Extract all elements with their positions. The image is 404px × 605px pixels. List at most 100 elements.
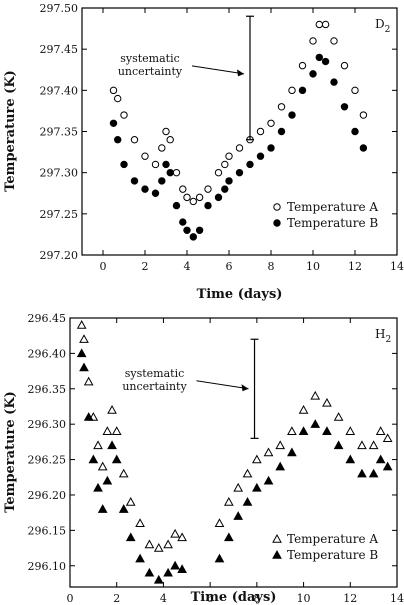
data-point — [93, 482, 103, 492]
legend-label: Temperature A — [287, 200, 378, 214]
data-point — [183, 226, 191, 235]
legend-marker — [272, 533, 282, 543]
x-tick-label: 6 — [207, 592, 214, 605]
data-point — [130, 177, 139, 185]
y-axis-label: Temperature (K) — [3, 70, 18, 192]
y-tick-label: 296.30 — [28, 418, 67, 431]
data-point — [315, 20, 323, 29]
data-point — [351, 127, 359, 136]
data-point — [163, 567, 173, 577]
data-point — [321, 57, 330, 66]
data-point — [118, 504, 129, 513]
data-point — [242, 468, 253, 478]
data-point — [288, 86, 296, 95]
data-point — [298, 61, 307, 70]
x-tick-label: 10 — [306, 260, 320, 273]
data-point — [340, 61, 349, 70]
data-point — [242, 497, 253, 506]
data-point — [357, 440, 367, 450]
data-point — [233, 511, 244, 520]
data-point — [256, 152, 265, 160]
data-point — [267, 144, 275, 152]
data-point — [225, 177, 233, 185]
y-tick-label: 297.50 — [40, 2, 79, 15]
legend-marker — [273, 219, 281, 227]
data-point — [111, 426, 122, 435]
data-point — [163, 539, 173, 549]
annotation-text: uncertainty — [118, 65, 183, 78]
data-point — [204, 201, 212, 210]
data-point — [107, 440, 117, 450]
data-point — [330, 37, 338, 45]
data-point — [214, 518, 225, 527]
data-point — [298, 86, 307, 95]
annotation-arrow — [196, 380, 249, 390]
x-tick-label: 4 — [184, 260, 191, 273]
data-point — [246, 160, 254, 169]
x-tick-label: 2 — [142, 260, 149, 273]
data-point — [97, 461, 108, 471]
data-point — [235, 144, 244, 152]
x-tick-label: 2 — [113, 592, 120, 605]
x-tick-label: 14 — [390, 592, 404, 605]
data-point — [252, 454, 262, 464]
data-point — [252, 482, 262, 492]
data-point — [162, 160, 170, 169]
data-point — [158, 144, 166, 152]
y-tick-label: 296.25 — [28, 454, 67, 467]
data-point — [158, 177, 166, 185]
data-point — [267, 119, 275, 127]
x-tick-label: 12 — [343, 592, 357, 605]
data-point — [135, 518, 145, 527]
data-point — [189, 233, 198, 241]
data-point — [79, 362, 89, 372]
data-point — [125, 532, 136, 542]
data-point — [214, 553, 225, 563]
data-point — [83, 412, 94, 421]
data-point — [114, 94, 122, 103]
data-point — [221, 185, 229, 193]
y-tick-label: 297.25 — [40, 208, 79, 221]
data-point — [288, 111, 296, 119]
annotation-arrowhead — [241, 384, 249, 392]
data-point — [153, 543, 164, 552]
data-point — [298, 426, 309, 435]
data-point — [195, 226, 204, 235]
panel-label-subscript: 2 — [385, 335, 391, 345]
data-point — [120, 111, 128, 119]
data-point — [204, 185, 212, 193]
data-point — [221, 160, 229, 169]
data-point — [375, 454, 386, 464]
data-point — [359, 144, 368, 152]
plot-frame — [69, 317, 398, 588]
data-point — [309, 37, 317, 45]
data-point — [125, 497, 136, 506]
data-point — [151, 160, 160, 169]
data-point — [109, 119, 118, 127]
x-tick-label: 6 — [226, 260, 233, 273]
annotation-text: uncertainty — [122, 380, 187, 393]
data-point — [107, 404, 117, 414]
data-point — [114, 136, 122, 144]
y-tick-label: 297.35 — [40, 126, 79, 139]
data-point — [223, 532, 234, 542]
legend-marker — [273, 203, 281, 211]
y-tick-label: 296.10 — [28, 560, 67, 573]
panel-label: D2 — [375, 17, 390, 35]
data-point — [151, 189, 160, 197]
data-point — [179, 218, 187, 226]
data-point — [330, 78, 338, 86]
data-point — [277, 103, 286, 111]
x-tick-label: 8 — [268, 260, 275, 273]
legend-marker — [272, 549, 282, 559]
series-1 — [76, 320, 393, 552]
x-tick-label: 10 — [297, 592, 311, 605]
x-tick-label: 0 — [67, 592, 74, 605]
data-point — [170, 560, 180, 570]
annotation-arrowhead — [237, 69, 244, 77]
x-axis-label: Time (days) — [191, 590, 277, 605]
data-point — [141, 185, 149, 193]
series-1 — [109, 20, 368, 206]
x-axis-label: Time (days) — [197, 287, 283, 302]
